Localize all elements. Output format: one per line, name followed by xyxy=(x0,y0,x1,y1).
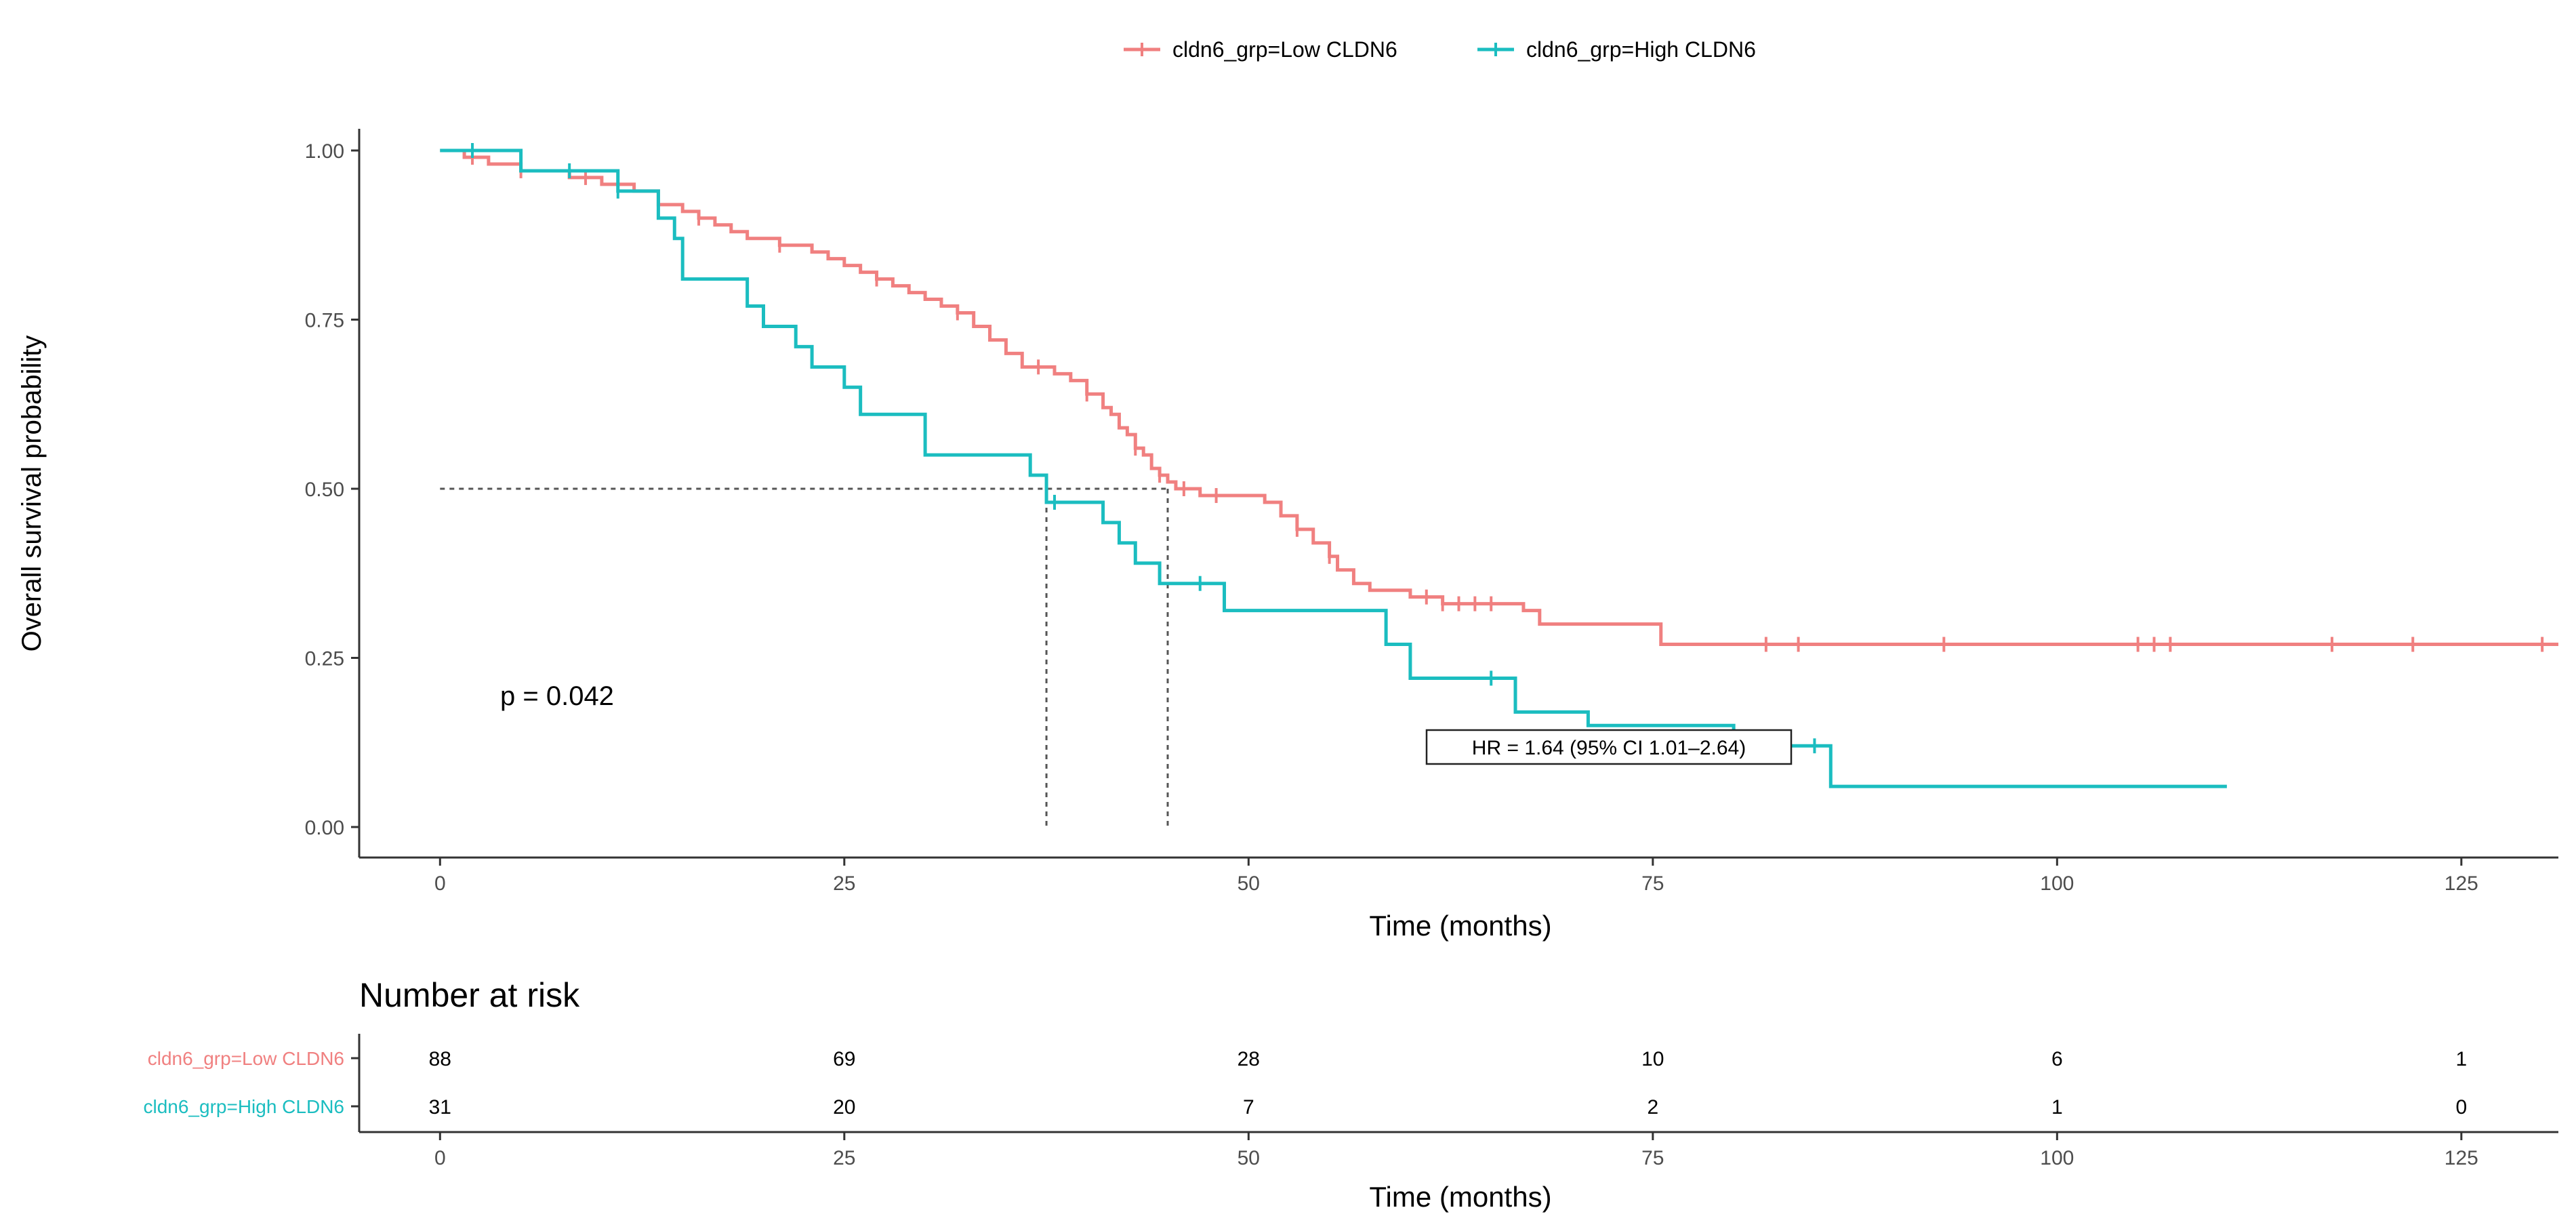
hr-text: HR = 1.64 (95% CI 1.01–2.64) xyxy=(1472,737,1746,759)
risk-count: 6 xyxy=(2051,1048,2063,1070)
risk-count: 20 xyxy=(833,1096,855,1119)
risk-row-label: cldn6_grp=High CLDN6 xyxy=(143,1096,344,1117)
low-cldn6-series xyxy=(440,148,2558,652)
risk-count: 69 xyxy=(833,1048,855,1070)
main-plot: 0.00 0.25 0.50 0.75 1.00 0 25 50 75 100 125 Overa… xyxy=(17,129,2558,942)
x-tick-label: 75 xyxy=(1641,872,1664,895)
x-tick-label: 50 xyxy=(1238,872,1260,895)
hr-annotation: HR = 1.64 (95% CI 1.01–2.64) xyxy=(1425,729,1793,765)
high-cldn6-series xyxy=(440,143,2227,788)
risk-count: 0 xyxy=(2455,1096,2467,1119)
risk-count: 1 xyxy=(2051,1096,2063,1119)
y-axis-ticks: 0.00 0.25 0.50 0.75 1.00 xyxy=(305,140,359,839)
legend-item-high: cldn6_grp=High CLDN6 xyxy=(1477,37,1756,62)
y-tick-label: 0.25 xyxy=(305,648,344,670)
risk-x-axis-label: Time (months) xyxy=(1369,1181,1551,1213)
risk-count: 28 xyxy=(1238,1048,1260,1070)
risk-count: 10 xyxy=(1641,1048,1664,1070)
x-tick-label: 125 xyxy=(2445,872,2478,895)
x-tick-label: 100 xyxy=(2040,872,2074,895)
risk-x-axis-ticks: 0 25 50 75 100 125 xyxy=(434,1132,2478,1169)
risk-count: 1 xyxy=(2455,1048,2467,1070)
legend-low-label: cldn6_grp=Low CLDN6 xyxy=(1172,37,1397,62)
y-axis-label: Overall survival probability xyxy=(17,336,47,652)
risk-x-tick-label: 75 xyxy=(1641,1147,1664,1169)
risk-count: 88 xyxy=(429,1048,451,1070)
legend-high-label: cldn6_grp=High CLDN6 xyxy=(1526,37,1756,62)
y-tick-label: 0.50 xyxy=(305,479,344,501)
survival-curves xyxy=(440,143,2558,788)
survival-curve-line xyxy=(440,148,2227,788)
y-tick-label: 0.75 xyxy=(305,310,344,332)
risk-table-rows: cldn6_grp=Low CLDN6 88 69 28 10 6 1cldn6_grp=H… xyxy=(143,1048,2467,1119)
risk-x-tick-label: 25 xyxy=(833,1147,855,1169)
x-tick-label: 0 xyxy=(434,872,446,895)
legend: cldn6_grp=Low CLDN6 cldn6_grp=High CLDN6 xyxy=(1124,37,1756,62)
risk-row-label: cldn6_grp=Low CLDN6 xyxy=(148,1048,344,1069)
risk-x-tick-label: 100 xyxy=(2040,1147,2074,1169)
x-tick-label: 25 xyxy=(833,872,855,895)
risk-x-tick-label: 125 xyxy=(2445,1147,2478,1169)
risk-count: 7 xyxy=(1243,1096,1254,1119)
legend-item-low: cldn6_grp=Low CLDN6 xyxy=(1124,37,1397,62)
risk-x-tick-label: 0 xyxy=(434,1147,446,1169)
risk-table-title: Number at risk xyxy=(359,976,580,1014)
median-reference-lines xyxy=(440,487,1169,827)
y-tick-label: 1.00 xyxy=(305,140,344,163)
hr-box xyxy=(1425,729,1793,765)
risk-table: Number at risk cldn6_grp=Low CLDN6 88 69 28… xyxy=(143,976,2558,1213)
y-tick-label: 0.00 xyxy=(305,817,344,839)
x-axis-ticks: 0 25 50 75 100 125 xyxy=(434,858,2478,895)
risk-count: 31 xyxy=(429,1096,451,1119)
x-axis-label: Time (months) xyxy=(1369,910,1551,942)
risk-count: 2 xyxy=(1647,1096,1658,1119)
survival-curve-line xyxy=(440,148,2558,647)
p-value: p = 0.042 xyxy=(500,681,614,711)
risk-x-tick-label: 50 xyxy=(1238,1147,1260,1169)
